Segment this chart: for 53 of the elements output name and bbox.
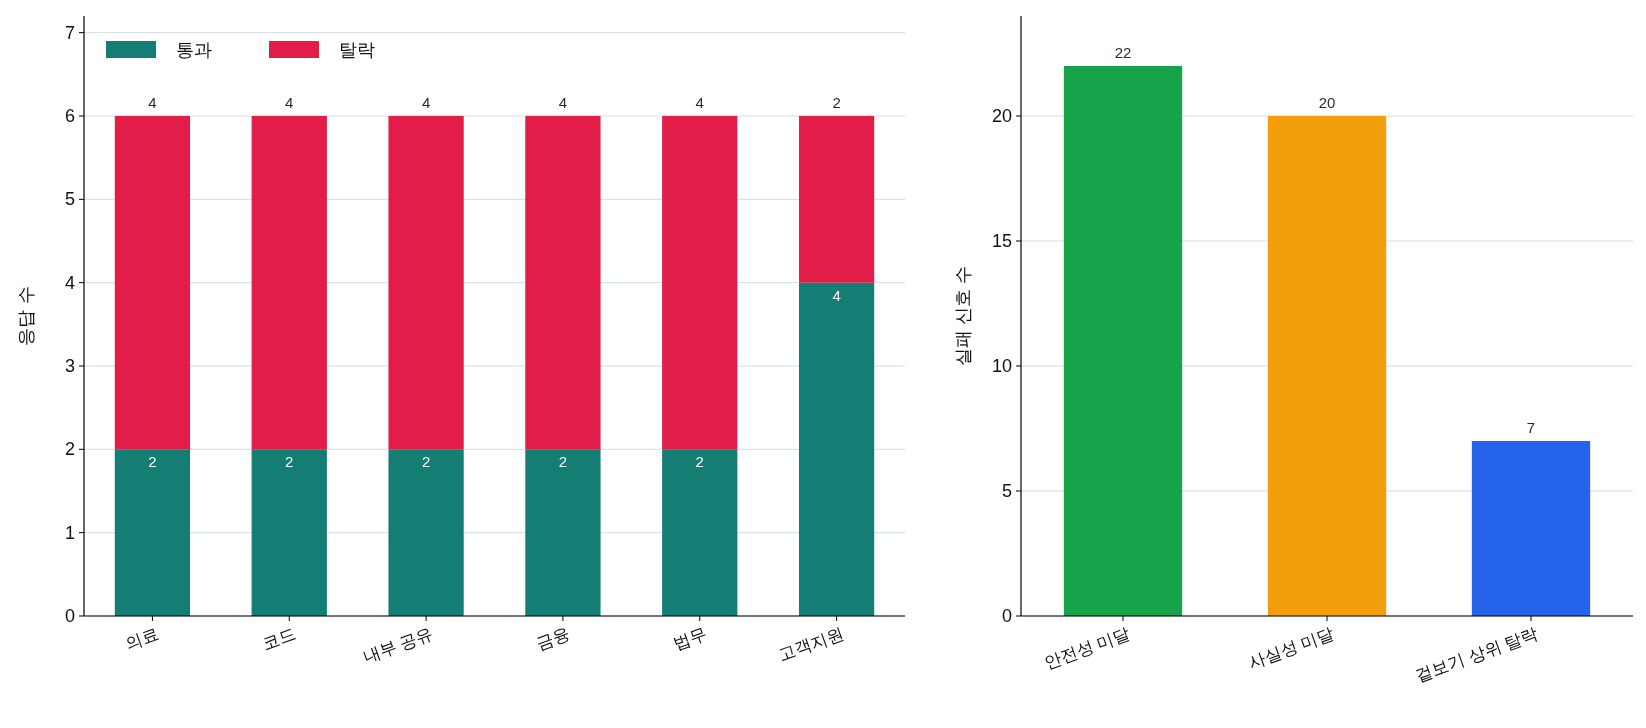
bar bbox=[114, 116, 191, 450]
y-tick-label: 5 bbox=[1001, 481, 1012, 501]
bar bbox=[251, 116, 327, 450]
data-label: 20 bbox=[1318, 94, 1336, 111]
data-label: 2 bbox=[558, 453, 568, 471]
y-tick-label: 20 bbox=[991, 106, 1012, 126]
bar bbox=[525, 449, 601, 616]
x-tick-label: 금융 bbox=[533, 623, 573, 654]
data-label: 2 bbox=[285, 453, 294, 471]
y-axis-title: 응답 수 bbox=[16, 286, 36, 346]
legend-label: 탈락 bbox=[339, 40, 375, 60]
y-tick-label: 7 bbox=[64, 22, 75, 43]
x-tick-label: 의료 bbox=[123, 623, 162, 654]
y-tick-label: 6 bbox=[64, 106, 75, 126]
bar bbox=[1063, 66, 1183, 616]
data-label: 2 bbox=[421, 453, 431, 471]
y-tick-label: 2 bbox=[64, 439, 75, 460]
bar bbox=[798, 282, 875, 616]
data-label: 4 bbox=[285, 94, 294, 111]
y-tick-label: 3 bbox=[64, 356, 75, 376]
bar bbox=[1267, 116, 1387, 616]
y-tick-label: 15 bbox=[991, 231, 1012, 251]
y-tick-label: 0 bbox=[1001, 606, 1012, 626]
y-axis-title: 실패 신호 수 bbox=[953, 265, 973, 367]
x-tick-label: 사실성 미달 bbox=[1245, 623, 1337, 673]
x-tick-label: 법무 bbox=[670, 623, 710, 654]
data-label: 4 bbox=[558, 94, 568, 111]
bar bbox=[1471, 441, 1591, 616]
data-label: 4 bbox=[832, 286, 841, 304]
data-label: 2 bbox=[832, 94, 841, 111]
data-label: 4 bbox=[421, 94, 431, 111]
x-tick-label: 코드 bbox=[260, 623, 299, 654]
data-label: 4 bbox=[148, 94, 157, 111]
bar bbox=[251, 449, 327, 616]
bar bbox=[662, 449, 738, 616]
legend-label: 통과 bbox=[176, 40, 212, 60]
data-label: 2 bbox=[148, 453, 157, 471]
data-label: 7 bbox=[1526, 419, 1536, 436]
y-tick-label: 4 bbox=[64, 272, 75, 293]
data-label: 2 bbox=[695, 453, 704, 471]
y-tick-label: 5 bbox=[64, 189, 75, 210]
bar bbox=[388, 116, 464, 450]
bar bbox=[798, 116, 875, 283]
data-label: 22 bbox=[1114, 44, 1132, 61]
bar bbox=[114, 449, 191, 616]
y-tick-label: 10 bbox=[991, 356, 1012, 376]
y-tick-label: 0 bbox=[64, 606, 75, 626]
x-tick-label: 내부 공유 bbox=[360, 623, 436, 667]
data-label: 4 bbox=[695, 94, 704, 111]
y-tick-label: 1 bbox=[64, 522, 75, 543]
bar bbox=[525, 116, 601, 450]
bar bbox=[388, 449, 464, 616]
bar bbox=[662, 116, 738, 450]
